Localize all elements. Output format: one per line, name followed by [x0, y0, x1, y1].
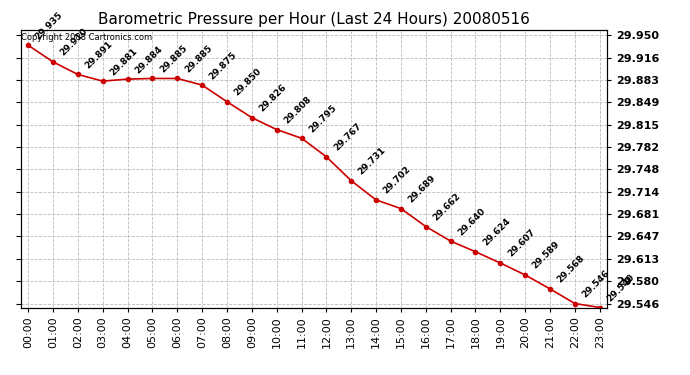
Text: 29.546: 29.546 [580, 268, 611, 299]
Text: 29.731: 29.731 [357, 146, 388, 177]
Text: 29.589: 29.589 [531, 240, 562, 271]
Text: 29.689: 29.689 [406, 173, 437, 204]
Text: Copyright 2008 Cartronics.com: Copyright 2008 Cartronics.com [21, 33, 152, 42]
Text: 29.640: 29.640 [456, 206, 487, 237]
Text: 29.910: 29.910 [59, 27, 90, 58]
Text: 29.568: 29.568 [555, 254, 586, 285]
Text: 29.540: 29.540 [605, 272, 636, 303]
Title: Barometric Pressure per Hour (Last 24 Hours) 20080516: Barometric Pressure per Hour (Last 24 Ho… [98, 12, 530, 27]
Text: 29.891: 29.891 [83, 39, 115, 70]
Text: 29.885: 29.885 [183, 44, 214, 74]
Text: 29.875: 29.875 [208, 50, 239, 81]
Text: 29.662: 29.662 [431, 191, 462, 222]
Text: 29.935: 29.935 [34, 10, 65, 41]
Text: 29.850: 29.850 [233, 67, 264, 98]
Text: 29.881: 29.881 [108, 46, 139, 77]
Text: 29.702: 29.702 [382, 165, 413, 196]
Text: 29.885: 29.885 [158, 44, 189, 74]
Text: 29.624: 29.624 [481, 216, 512, 248]
Text: 29.767: 29.767 [332, 122, 363, 153]
Text: 29.607: 29.607 [506, 228, 537, 259]
Text: 29.826: 29.826 [257, 82, 288, 114]
Text: 29.884: 29.884 [133, 44, 164, 75]
Text: 29.808: 29.808 [282, 94, 313, 125]
Text: 29.795: 29.795 [307, 103, 338, 134]
